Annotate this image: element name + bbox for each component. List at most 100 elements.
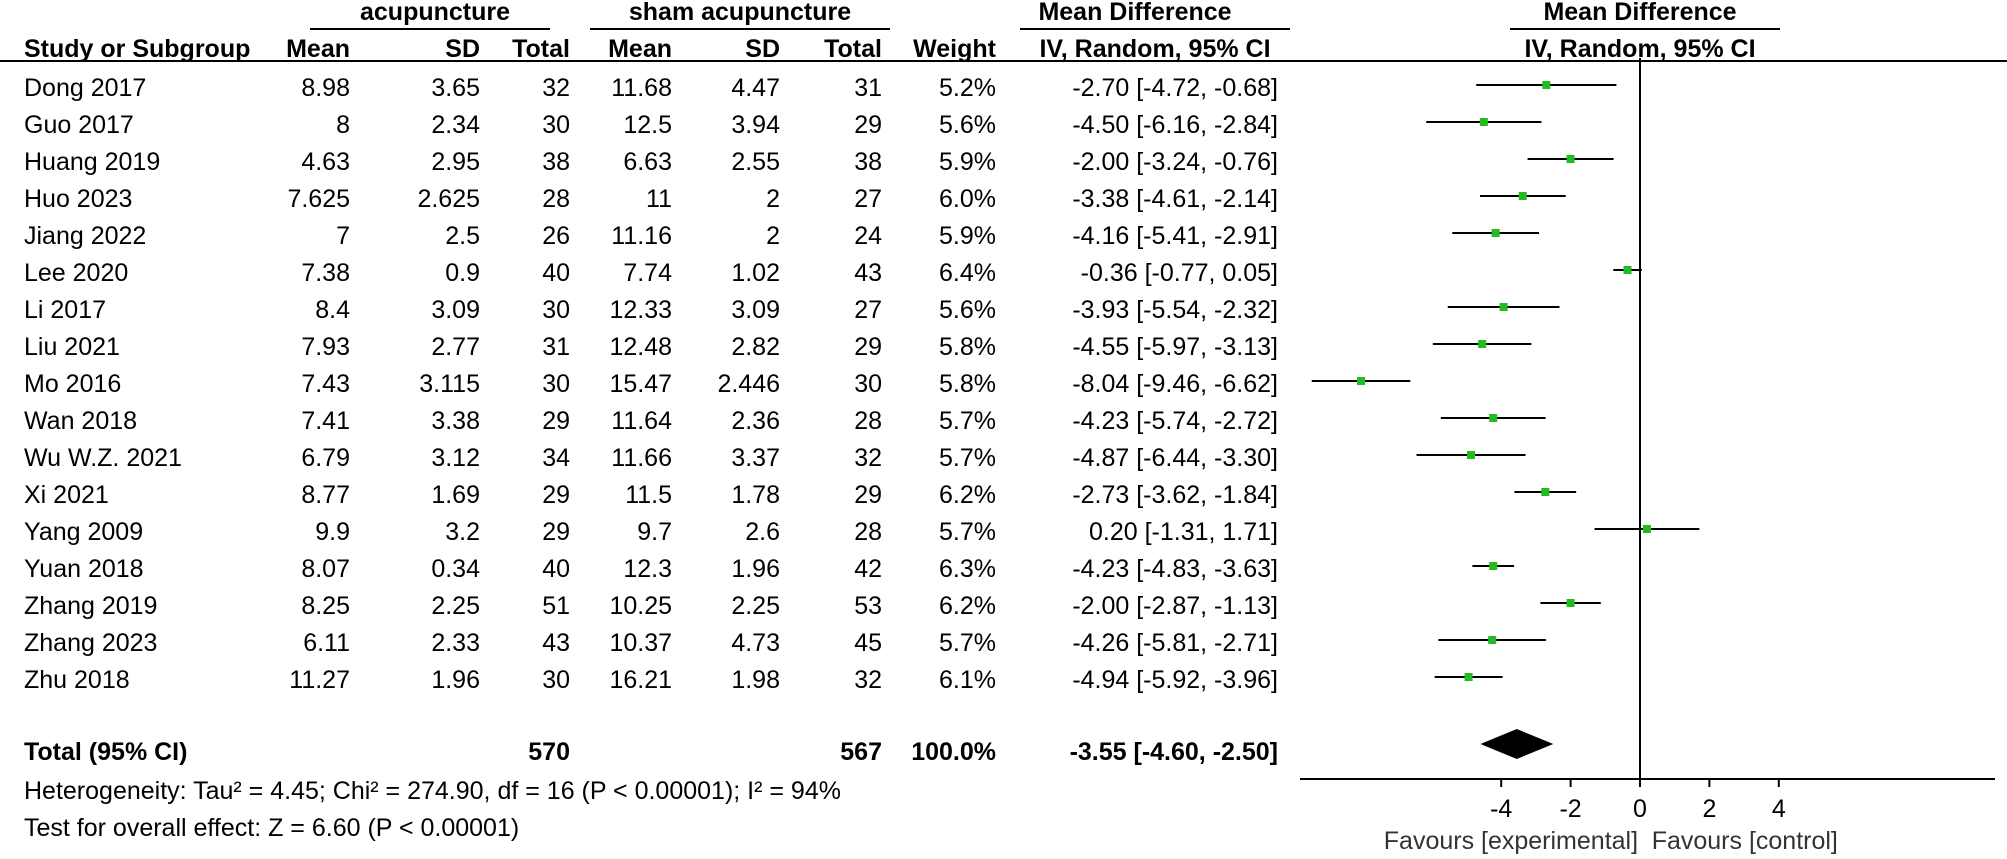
ci-cell: -8.04 [-9.46, -6.62]	[1072, 370, 1278, 398]
total-n1: 570	[528, 738, 570, 766]
weight-cell: 5.7%	[939, 629, 996, 657]
mean2-cell: 11.68	[611, 74, 672, 102]
ci-cell: -4.23 [-5.74, -2.72]	[1072, 407, 1278, 435]
sd1-cell: 3.38	[431, 407, 480, 435]
study-name: Mo 2016	[24, 370, 122, 398]
point-estimate-marker	[1489, 414, 1498, 422]
mean1-cell: 8.77	[301, 481, 350, 509]
sd1-cell: 0.9	[445, 259, 480, 287]
col-header-sd2: SD	[745, 35, 780, 63]
mean2-cell: 11.66	[611, 444, 672, 472]
study-name: Liu 2021	[24, 333, 120, 361]
mean2-cell: 11.5	[625, 481, 672, 509]
ci-cell: -4.94 [-5.92, -3.96]	[1072, 666, 1278, 694]
mean2-cell: 16.21	[609, 666, 672, 694]
ci-cell: -4.87 [-6.44, -3.30]	[1072, 444, 1278, 472]
study-name: Xi 2021	[24, 481, 109, 509]
point-estimate-marker	[1623, 266, 1632, 274]
total1-cell: 29	[542, 407, 570, 435]
weight-cell: 5.8%	[939, 333, 996, 361]
weight-cell: 5.7%	[939, 518, 996, 546]
group1-header: acupuncture	[359, 0, 511, 26]
sd1-cell: 2.77	[431, 333, 480, 361]
col-header-mean1: Mean	[286, 35, 350, 63]
point-estimate-marker	[1566, 155, 1575, 163]
x-tick-label: -4	[1490, 795, 1512, 823]
total2-cell: 30	[854, 370, 882, 398]
sd2-cell: 3.37	[731, 444, 780, 472]
weight-cell: 6.4%	[939, 259, 996, 287]
sd2-cell: 4.73	[731, 629, 780, 657]
total-label: Total (95% CI)	[24, 738, 188, 766]
mean1-cell: 8.25	[301, 592, 350, 620]
ci-cell: -4.55 [-5.97, -3.13]	[1072, 333, 1278, 361]
mean2-cell: 11.64	[611, 407, 672, 435]
study-name: Guo 2017	[24, 111, 134, 139]
total1-cell: 30	[542, 111, 570, 139]
total1-cell: 28	[542, 185, 570, 213]
col-header-total2: Total	[824, 35, 882, 63]
mean2-cell: 7.74	[623, 259, 672, 287]
col-header-study: Study or Subgroup	[24, 35, 251, 63]
weight-cell: 5.6%	[939, 296, 996, 324]
mean1-cell: 8	[336, 111, 350, 139]
ci-cell: -4.16 [-5.41, -2.91]	[1072, 222, 1278, 250]
study-name: Wu W.Z. 2021	[24, 444, 182, 472]
point-estimate-marker	[1488, 636, 1497, 644]
total2-cell: 53	[854, 592, 882, 620]
sd1-cell: 3.115	[419, 370, 480, 398]
x-tick-label: -2	[1559, 795, 1581, 823]
mean2-cell: 9.7	[637, 518, 672, 546]
mean2-cell: 12.3	[623, 555, 672, 583]
mean2-cell: 15.47	[609, 370, 672, 398]
sd1-cell: 2.625	[417, 185, 480, 213]
total1-cell: 29	[542, 518, 570, 546]
total2-cell: 31	[854, 74, 882, 102]
point-estimate-marker	[1467, 451, 1476, 459]
ci-cell: -4.23 [-4.83, -3.63]	[1072, 555, 1278, 583]
mean2-cell: 10.25	[609, 592, 672, 620]
total2-cell: 28	[854, 518, 882, 546]
weight-cell: 5.7%	[939, 444, 996, 472]
study-name: Lee 2020	[24, 259, 129, 287]
study-name: Li 2017	[24, 296, 107, 324]
mean1-cell: 7.43	[301, 370, 350, 398]
total1-cell: 40	[542, 259, 570, 287]
study-name: Zhang 2023	[24, 629, 158, 657]
total2-cell: 38	[854, 148, 882, 176]
mean1-cell: 11.27	[289, 666, 350, 694]
weight-cell: 6.0%	[939, 185, 996, 213]
point-estimate-marker	[1357, 377, 1366, 385]
point-estimate-marker	[1489, 562, 1498, 570]
x-tick-label: 0	[1633, 795, 1647, 823]
favours-control-label: Favours [control]	[1652, 827, 1838, 855]
sd1-cell: 3.12	[431, 444, 480, 472]
total1-cell: 29	[542, 481, 570, 509]
mean-difference-header-left: Mean Difference	[1038, 0, 1232, 26]
total2-cell: 24	[854, 222, 882, 250]
weight-cell: 5.8%	[939, 370, 996, 398]
x-tick-label: 4	[1772, 795, 1786, 823]
mean1-cell: 6.79	[301, 444, 350, 472]
mean1-cell: 8.98	[301, 74, 350, 102]
ci-cell: -4.26 [-5.81, -2.71]	[1072, 629, 1278, 657]
sd1-cell: 0.34	[431, 555, 480, 583]
weight-cell: 6.2%	[939, 592, 996, 620]
mean2-cell: 10.37	[609, 629, 672, 657]
pooled-diamond	[1480, 729, 1554, 759]
study-name: Zhu 2018	[24, 666, 130, 694]
sd2-cell: 3.09	[731, 296, 780, 324]
weight-cell: 6.3%	[939, 555, 996, 583]
sd1-cell: 2.34	[431, 111, 480, 139]
sd2-cell: 2	[766, 185, 780, 213]
total2-cell: 45	[854, 629, 882, 657]
sd2-cell: 1.78	[731, 481, 780, 509]
point-estimate-marker	[1566, 599, 1575, 607]
weight-cell: 5.7%	[939, 407, 996, 435]
group1-underline	[310, 28, 550, 30]
mean2-cell: 12.5	[623, 111, 672, 139]
total2-cell: 29	[854, 111, 882, 139]
weight-cell: 5.6%	[939, 111, 996, 139]
point-estimate-marker	[1642, 525, 1651, 533]
